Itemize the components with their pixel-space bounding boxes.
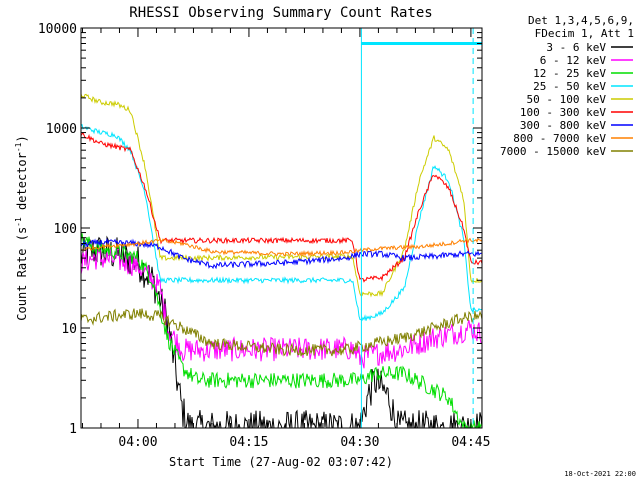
x-axis-label: Start Time (27-Aug-02 03:07:42) [169,455,393,469]
plot-border [80,27,483,429]
y-axis-label-part-2: detector [15,152,29,217]
plot-frame [80,27,483,429]
x-axis: 04:00 04:15 04:30 04:45 [81,28,490,450]
y-tick-label: 1000 [46,122,77,137]
series-line-9 [81,308,482,357]
legend-label-9: 7000 - 15000 keV [500,145,606,158]
series-line-3 [81,233,482,428]
y-axis: 1 10 100 1000 10000 [38,22,482,437]
y-tick-label: 10 [61,322,77,337]
y-axis-label: Count Rate (s-1 detector-1) [14,135,29,320]
y-axis-label-part-1: Count Rate (s [15,227,29,321]
legend-label-3: 12 - 25 keV [533,67,606,80]
legend-label-8: 800 - 7000 keV [513,132,606,145]
y-axis-label-sup-1: -1 [14,217,23,227]
x-tick-label: 04:15 [229,435,268,450]
x-tick-label: 04:00 [118,435,157,450]
legend-label-1: 3 - 6 keV [546,41,606,54]
legend-label-5: 50 - 100 keV [527,93,607,106]
legend-label-6: 100 - 300 keV [520,106,606,119]
series-line-8 [81,237,482,258]
legend-label-7: 300 - 800 keV [520,119,606,132]
legend-label-4: 25 - 50 keV [533,80,606,93]
chart-title: RHESSI Observing Summary Count Rates [129,5,432,21]
series-line-4 [81,123,482,322]
legend: Det 1,3,4,5,6,9, FDecim 1, Att 1 3 - 6 k… [500,14,634,158]
legend-label-2: 6 - 12 keV [540,54,607,67]
y-axis-label-part-3: ) [15,135,29,142]
y-tick-label: 100 [54,222,77,237]
legend-header-1: Det 1,3,4,5,6,9, [528,14,634,27]
x-tick-label: 04:30 [340,435,379,450]
y-tick-label: 1 [69,422,77,437]
series-line-6 [81,132,482,283]
series-line-5 [81,93,482,298]
y-axis-label-sup-2: -1 [14,142,23,152]
series-line-7 [81,237,482,270]
y-tick-label: 10000 [38,22,77,37]
footer-date: 18-Oct-2021 22:00 [564,470,636,478]
legend-header-2: FDecim 1, Att 1 [535,27,634,40]
x-tick-label: 04:45 [451,435,490,450]
series-line-2 [81,248,482,369]
